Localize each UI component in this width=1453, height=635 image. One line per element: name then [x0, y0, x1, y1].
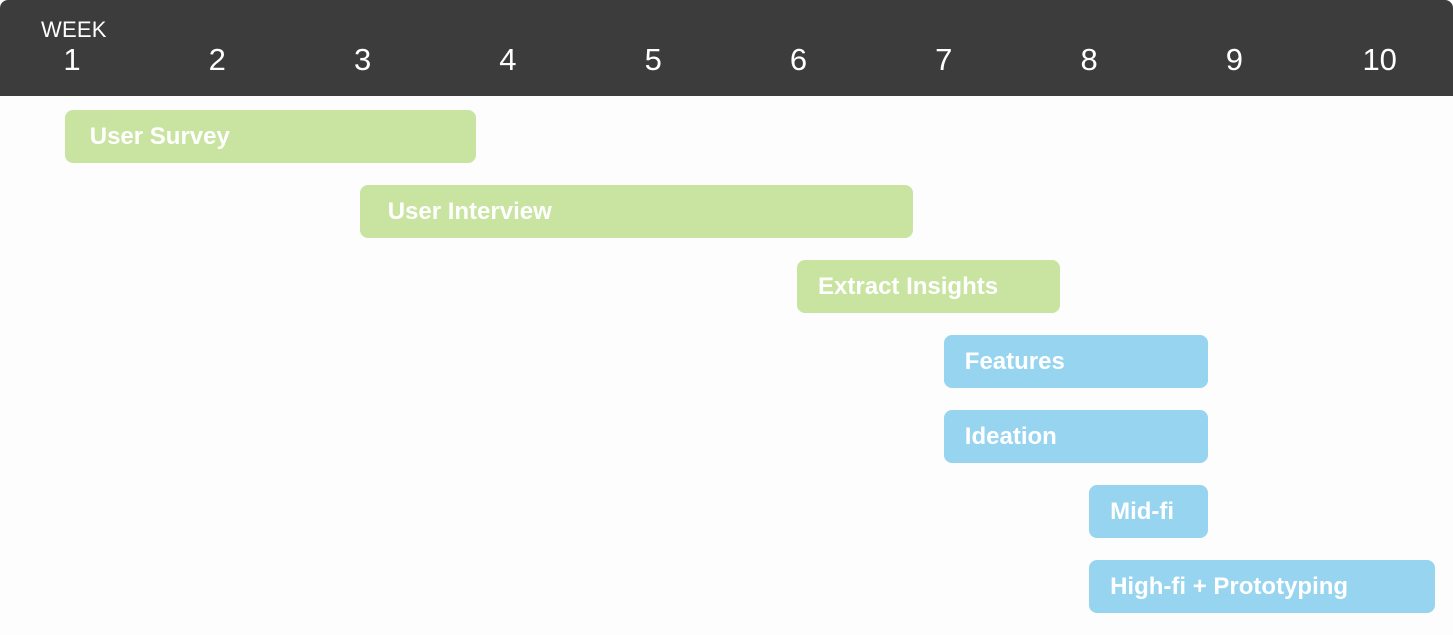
week-tick-1: 1: [63, 42, 81, 77]
week-tick-7: 7: [935, 42, 953, 77]
task-bar-user-survey: User Survey: [64, 110, 476, 163]
week-tick-10: 10: [1362, 42, 1397, 77]
week-tick-5: 5: [644, 42, 662, 77]
week-tick-6: 6: [789, 42, 808, 77]
week-tick-4: 4: [499, 42, 517, 77]
week-tick-3: 3: [353, 42, 372, 77]
week-tick-8: 8: [1080, 42, 1098, 77]
task-bar-high-fi-prototyping: High-fi + Prototyping: [1089, 560, 1435, 613]
task-bar-user-interview: User Interview: [359, 185, 914, 238]
task-bar-features: Features: [943, 335, 1209, 388]
task-bar-mid-fi: Mid-fi: [1089, 485, 1209, 538]
week-axis-label: WEEK: [41, 17, 107, 42]
timeline-header: WEEK 1 2 3 4 5 6 7 8 9 10: [0, 0, 1453, 96]
week-tick-2: 2: [208, 42, 226, 77]
task-bar-extract-insights: Extract Insights: [797, 260, 1061, 313]
task-bar-ideation: Ideation: [943, 410, 1209, 463]
week-tick-9: 9: [1225, 42, 1244, 77]
